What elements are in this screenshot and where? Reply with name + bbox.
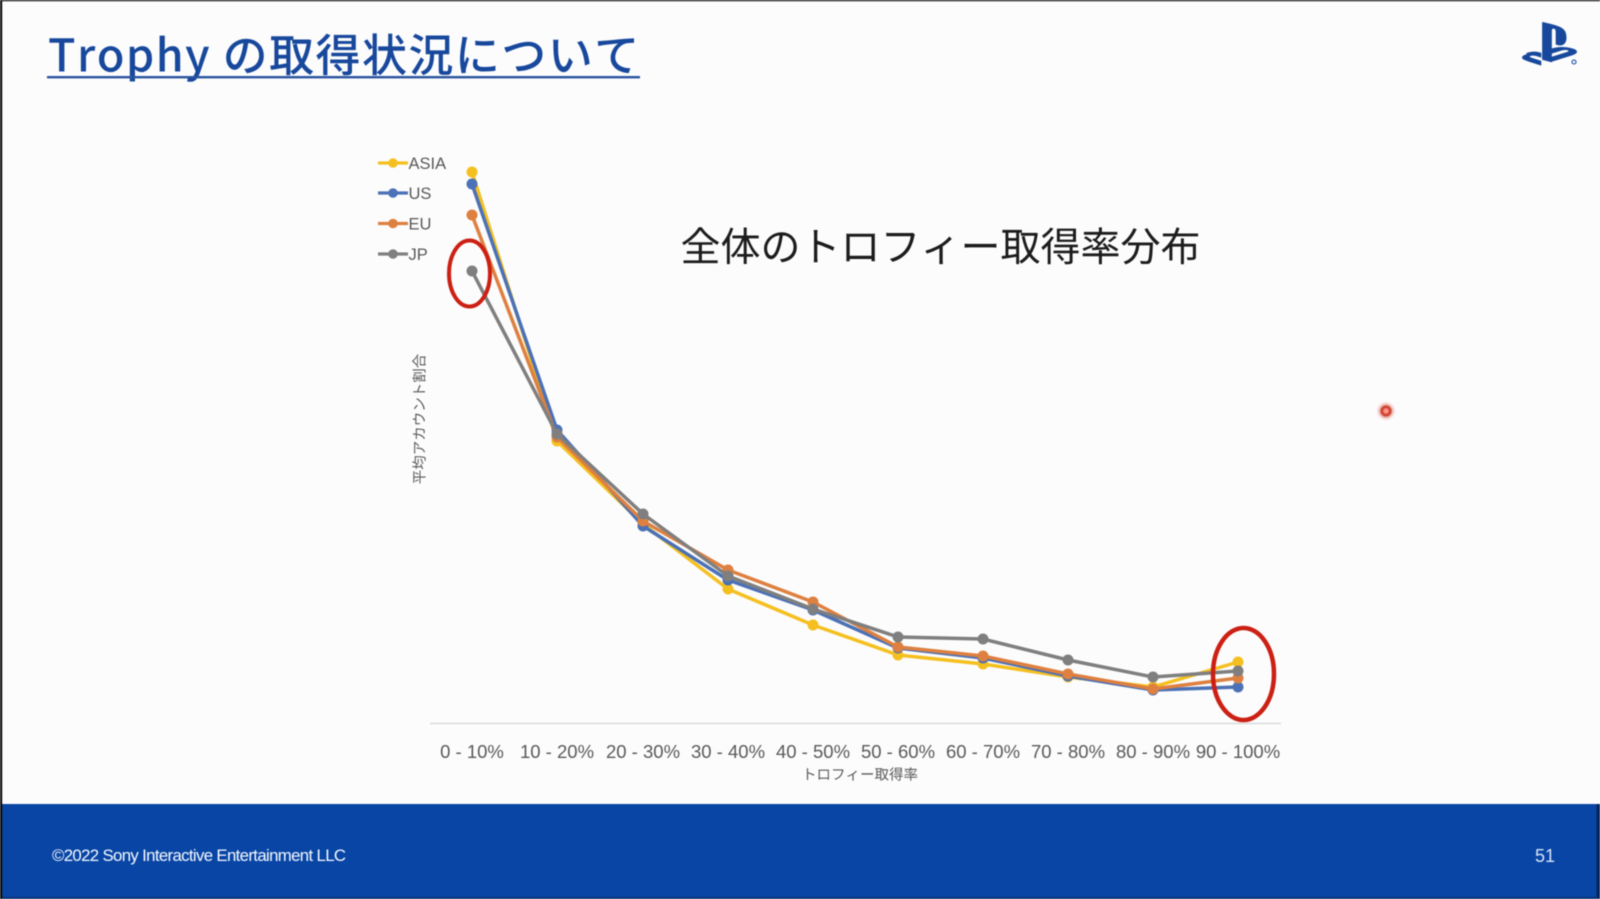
svg-text:ASIA: ASIA bbox=[409, 155, 447, 173]
svg-text:80 - 90%: 80 - 90% bbox=[1116, 741, 1190, 762]
svg-text:90 - 100%: 90 - 100% bbox=[1196, 741, 1280, 762]
svg-text:30 - 40%: 30 - 40% bbox=[691, 741, 765, 762]
svg-text:50 - 60%: 50 - 60% bbox=[861, 741, 935, 762]
svg-text:©2022 Sony Interactive Enterta: ©2022 Sony Interactive Entertainment LLC bbox=[52, 846, 346, 865]
svg-text:EU: EU bbox=[409, 215, 432, 233]
svg-text:JP: JP bbox=[409, 246, 428, 264]
svg-text:70 - 80%: 70 - 80% bbox=[1031, 741, 1105, 762]
svg-text:40 - 50%: 40 - 50% bbox=[776, 741, 850, 762]
svg-text:20 - 30%: 20 - 30% bbox=[606, 741, 680, 762]
svg-text:60 - 70%: 60 - 70% bbox=[946, 741, 1020, 762]
svg-text:10 - 20%: 10 - 20% bbox=[520, 741, 594, 762]
svg-text:0 - 10%: 0 - 10% bbox=[440, 741, 504, 762]
svg-text:US: US bbox=[409, 185, 432, 203]
svg-text:51: 51 bbox=[1535, 846, 1555, 866]
